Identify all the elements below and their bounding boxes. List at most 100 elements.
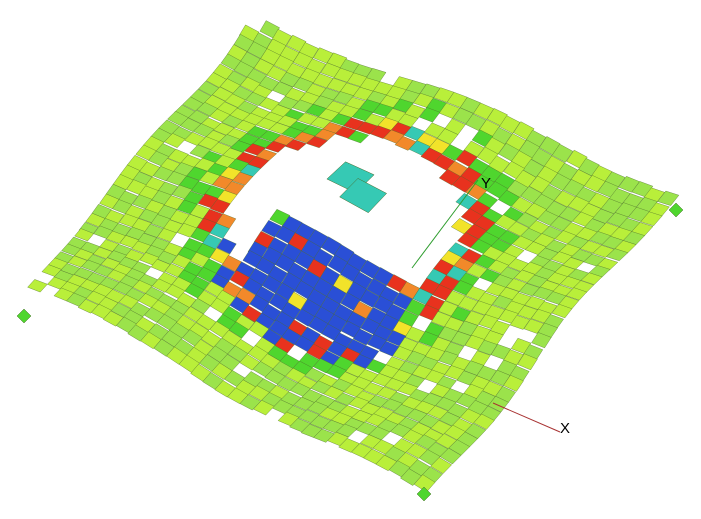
mesh-element: [441, 144, 464, 161]
mesh-element: [74, 228, 95, 242]
x-axis-line: [492, 402, 561, 433]
mesh-element: [253, 399, 275, 416]
mesh-element: [352, 353, 373, 369]
mesh-element: [294, 308, 315, 327]
mesh-element: [618, 176, 640, 193]
mesh-element: [498, 230, 521, 245]
mesh-element: [176, 222, 197, 238]
mesh-element: [102, 310, 124, 327]
mesh-element: [393, 404, 415, 418]
mesh-element: [77, 298, 99, 314]
mesh-element: [551, 303, 573, 319]
mesh-element: [531, 332, 552, 349]
mesh-element: [190, 181, 212, 196]
mesh-element: [518, 283, 540, 297]
mesh-element: [369, 125, 392, 139]
mesh-element: [190, 298, 211, 315]
mesh-element: [347, 130, 370, 144]
mesh-element: [106, 230, 126, 244]
corner-marker: [16, 308, 32, 324]
mesh-element: [657, 190, 680, 206]
corner-marker: [416, 486, 432, 502]
mesh-element: [281, 327, 302, 345]
mesh-element: [264, 140, 287, 153]
mesh-element: [477, 339, 498, 356]
mesh-element: [67, 255, 88, 268]
mesh-element: [592, 245, 615, 258]
mesh-element: [356, 121, 378, 135]
mesh-element: [551, 143, 574, 163]
mesh-element: [245, 91, 267, 107]
mesh-element: [430, 457, 452, 474]
mesh-element: [503, 374, 524, 392]
y-axis-label: Y: [481, 175, 491, 192]
x-axis-label: X: [560, 420, 570, 437]
mesh-element: [474, 254, 496, 269]
mesh-element: [406, 443, 428, 459]
mesh-element: [153, 338, 175, 357]
mesh-element: [276, 376, 298, 392]
mesh-element: [241, 305, 262, 323]
mesh-element: [179, 117, 202, 132]
mesh-element: [151, 278, 172, 293]
mesh-element: [211, 362, 233, 380]
mesh-element: [606, 248, 629, 261]
mesh-element: [196, 313, 217, 331]
mesh-element: [209, 198, 231, 214]
mesh-element: [239, 354, 261, 371]
mesh-element: [489, 369, 511, 387]
mesh-element: [640, 211, 663, 227]
mesh-element: [140, 331, 162, 350]
mesh-element: [127, 324, 149, 342]
mesh-element: [517, 353, 538, 371]
mesh-element: [450, 331, 472, 347]
mesh-element: [384, 377, 406, 392]
mesh-element: [523, 318, 545, 334]
mesh-element: [509, 315, 531, 330]
mesh-element: [306, 136, 328, 148]
mesh-element: [438, 168, 461, 186]
mesh-element: [580, 272, 603, 285]
mesh-element: [314, 128, 337, 141]
mesh-element: [379, 340, 400, 357]
mesh-element: [343, 117, 365, 131]
mesh-element: [405, 299, 426, 317]
mesh-element: [313, 358, 334, 374]
mesh-element: [452, 175, 474, 193]
mesh-element: [473, 413, 495, 430]
mesh-element: [465, 113, 487, 131]
mesh-element: [284, 139, 307, 151]
mesh-element: [419, 107, 441, 123]
mesh-element: [339, 178, 388, 214]
mesh-element: [164, 133, 186, 148]
mesh-element: [466, 263, 488, 279]
mesh-element: [169, 209, 190, 225]
mesh-element: [279, 71, 301, 88]
y-axis-line: [411, 179, 479, 269]
mesh-element: [375, 454, 398, 472]
mesh-element: [352, 328, 374, 346]
axis-triad: Y X: [411, 175, 570, 437]
mesh-element: [373, 267, 394, 286]
mesh-element: [227, 387, 249, 405]
mesh-element: [157, 228, 177, 243]
mesh-element: [400, 468, 422, 486]
mesh-element: [143, 223, 164, 238]
deformed-mesh: [16, 20, 684, 502]
mesh-element: [565, 287, 588, 301]
mesh-element: [221, 114, 244, 128]
mesh-element: [152, 166, 174, 182]
mesh-element: [450, 306, 471, 322]
mesh-element: [214, 380, 236, 398]
mesh-element: [362, 382, 384, 396]
mesh-element: [246, 125, 269, 138]
mesh-element: [487, 395, 509, 413]
mesh-element: [439, 447, 462, 465]
mesh-element: [239, 394, 261, 411]
mesh-element: [394, 136, 417, 151]
mesh-element: [546, 272, 568, 285]
mesh-element: [228, 321, 250, 339]
mesh-element: [139, 161, 161, 178]
mesh-element: [261, 220, 282, 238]
